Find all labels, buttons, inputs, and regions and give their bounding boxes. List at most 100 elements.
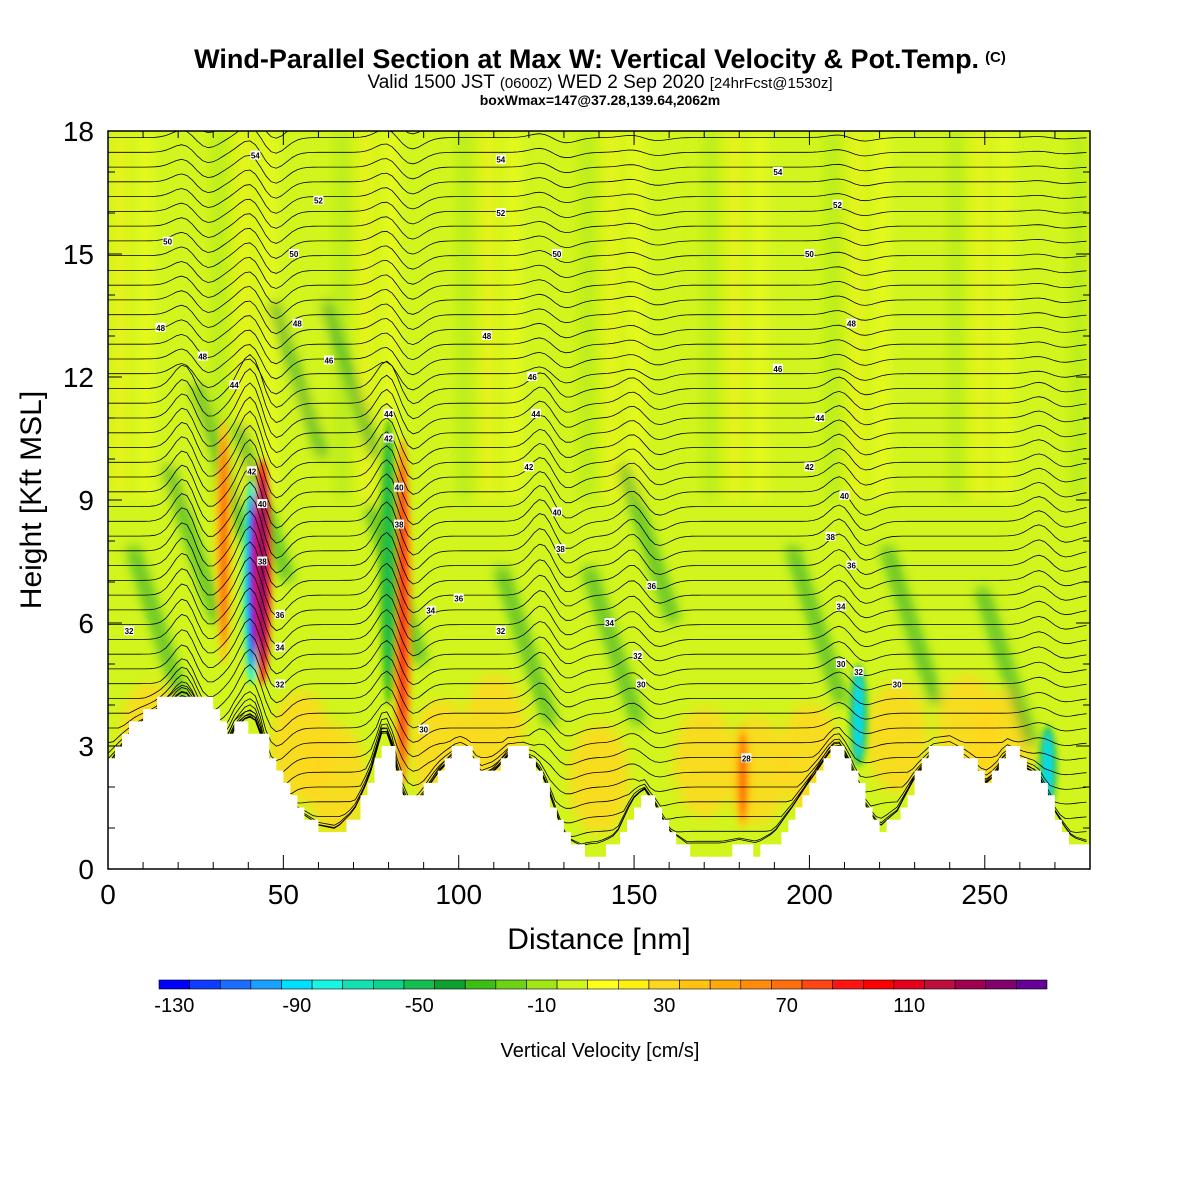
contour-label-bg: [530, 408, 541, 418]
field-streak: [581, 131, 594, 500]
field-streak: [532, 131, 545, 500]
theta-contour-line: [108, 587, 1087, 646]
contour-label: 36: [646, 581, 657, 591]
colorbar-swatch: [954, 979, 987, 990]
contour-label-text: 36: [847, 562, 856, 571]
contour-label: 54: [495, 154, 506, 165]
field-streak: [115, 131, 128, 500]
contour-label-bg: [274, 609, 285, 619]
contour-label-bg: [832, 199, 843, 209]
colorbar-swatch: [373, 979, 405, 990]
theta-contour-line: [108, 300, 1087, 335]
colorbar-swatch: [158, 979, 190, 990]
field-streak: [507, 131, 520, 500]
contour-label-text: 54: [496, 156, 505, 165]
chart-title: Wind-Parallel Section at Max W: Vertical…: [0, 44, 1200, 75]
field-streak: [1072, 131, 1085, 500]
contour-label-bg: [495, 208, 506, 217]
x-tick-label: 100: [435, 879, 482, 910]
contour-label-text: 48: [156, 324, 165, 333]
x-tick-label: 50: [268, 879, 299, 910]
contour-label: 30: [418, 724, 429, 735]
contour-label-text: 50: [289, 250, 298, 259]
contour-label-bg: [162, 236, 173, 246]
contour-label-bg: [853, 667, 864, 677]
feature-core: [384, 439, 393, 684]
contour-label: 40: [839, 490, 850, 501]
field-streak: [385, 131, 398, 500]
colorbar-tick-label: 30: [653, 995, 675, 1017]
field-streak: [949, 131, 962, 500]
colorbar-swatch: [924, 979, 956, 990]
theta-contour-line: [108, 329, 1087, 365]
contour-label: 32: [853, 667, 864, 677]
contour-label-text: 36: [454, 594, 463, 603]
y-tick-label: 3: [78, 731, 94, 762]
y-tick-label: 12: [63, 362, 94, 393]
contour-label: 38: [825, 531, 836, 542]
theta-contour-line: [108, 396, 1087, 454]
contour-label-text: 40: [552, 508, 561, 517]
contour-label-bg: [846, 318, 857, 328]
contour-label-bg: [839, 490, 850, 500]
colorbar-swatch: [618, 979, 650, 990]
contour-label: 44: [530, 408, 541, 419]
colorbar-swatch: [1016, 979, 1048, 990]
title-mark: (C): [985, 49, 1006, 66]
contour-label-bg: [636, 679, 647, 689]
theta-contour-line: [108, 131, 1087, 154]
theta-contour-line: [108, 368, 1087, 423]
y-tick-label: 6: [78, 608, 94, 639]
contour-label-bg: [892, 679, 903, 689]
contour-label: 38: [555, 544, 566, 554]
valid-text-d: [24hrFcst@1530z]: [709, 75, 833, 92]
theta-contour-line: [108, 467, 1087, 529]
contour-label-bg: [772, 167, 783, 176]
field-streak: [777, 131, 790, 500]
contour-label-bg: [274, 642, 285, 652]
valid-text-c: WED 2 Sep 2020: [552, 72, 710, 93]
contour-label-bg: [646, 581, 657, 591]
contour-label-text: 30: [419, 726, 428, 735]
contour-label: 32: [632, 650, 643, 661]
contour-label: 48: [155, 322, 166, 333]
contour-label-bg: [835, 601, 846, 611]
contour-label-bg: [523, 462, 534, 472]
theta-contour-line: [108, 198, 1087, 229]
contour-label-text: 30: [837, 660, 846, 669]
contour-label-bg: [835, 659, 846, 668]
downdraft-band: [618, 463, 679, 623]
contour-label-bg: [495, 154, 506, 164]
colorbar-title: Vertical Velocity [cm/s]: [501, 1040, 700, 1062]
contour-label-text: 52: [833, 201, 842, 210]
theta-contour-line: [108, 618, 1087, 675]
contour-label-text: 32: [275, 681, 284, 690]
contour-label: 48: [197, 351, 208, 362]
contour-label: 30: [636, 679, 647, 690]
theta-contour-line: [108, 140, 1087, 169]
colorbar-swatch: [801, 979, 833, 990]
contour-label-text: 42: [384, 435, 393, 444]
theta-contour-line: [108, 602, 1087, 660]
field-streak: [262, 131, 275, 500]
contour-label-text: 44: [531, 410, 540, 419]
contour-label-bg: [527, 372, 538, 381]
contour-label-bg: [425, 605, 436, 615]
colorbar-swatch: [556, 979, 588, 990]
contour-label: 34: [425, 605, 436, 616]
terrain: [108, 696, 1090, 869]
contour-label: 34: [835, 601, 846, 612]
field-streak: [728, 131, 741, 500]
theta-contour-line: [108, 481, 1087, 544]
contour-label: 42: [523, 462, 534, 472]
colorbar-swatch: [434, 979, 466, 990]
contour-label-text: 28: [742, 754, 751, 763]
theta-contour-line: [108, 439, 1087, 499]
contour-label: 28: [741, 753, 752, 763]
contour-label-bg: [124, 626, 135, 636]
theta-contour-line: [108, 184, 1087, 214]
contour-label-bg: [292, 318, 303, 328]
contour-label-bg: [257, 499, 268, 509]
contour-label-bg: [383, 433, 394, 443]
contour-label-text: 50: [163, 238, 172, 247]
